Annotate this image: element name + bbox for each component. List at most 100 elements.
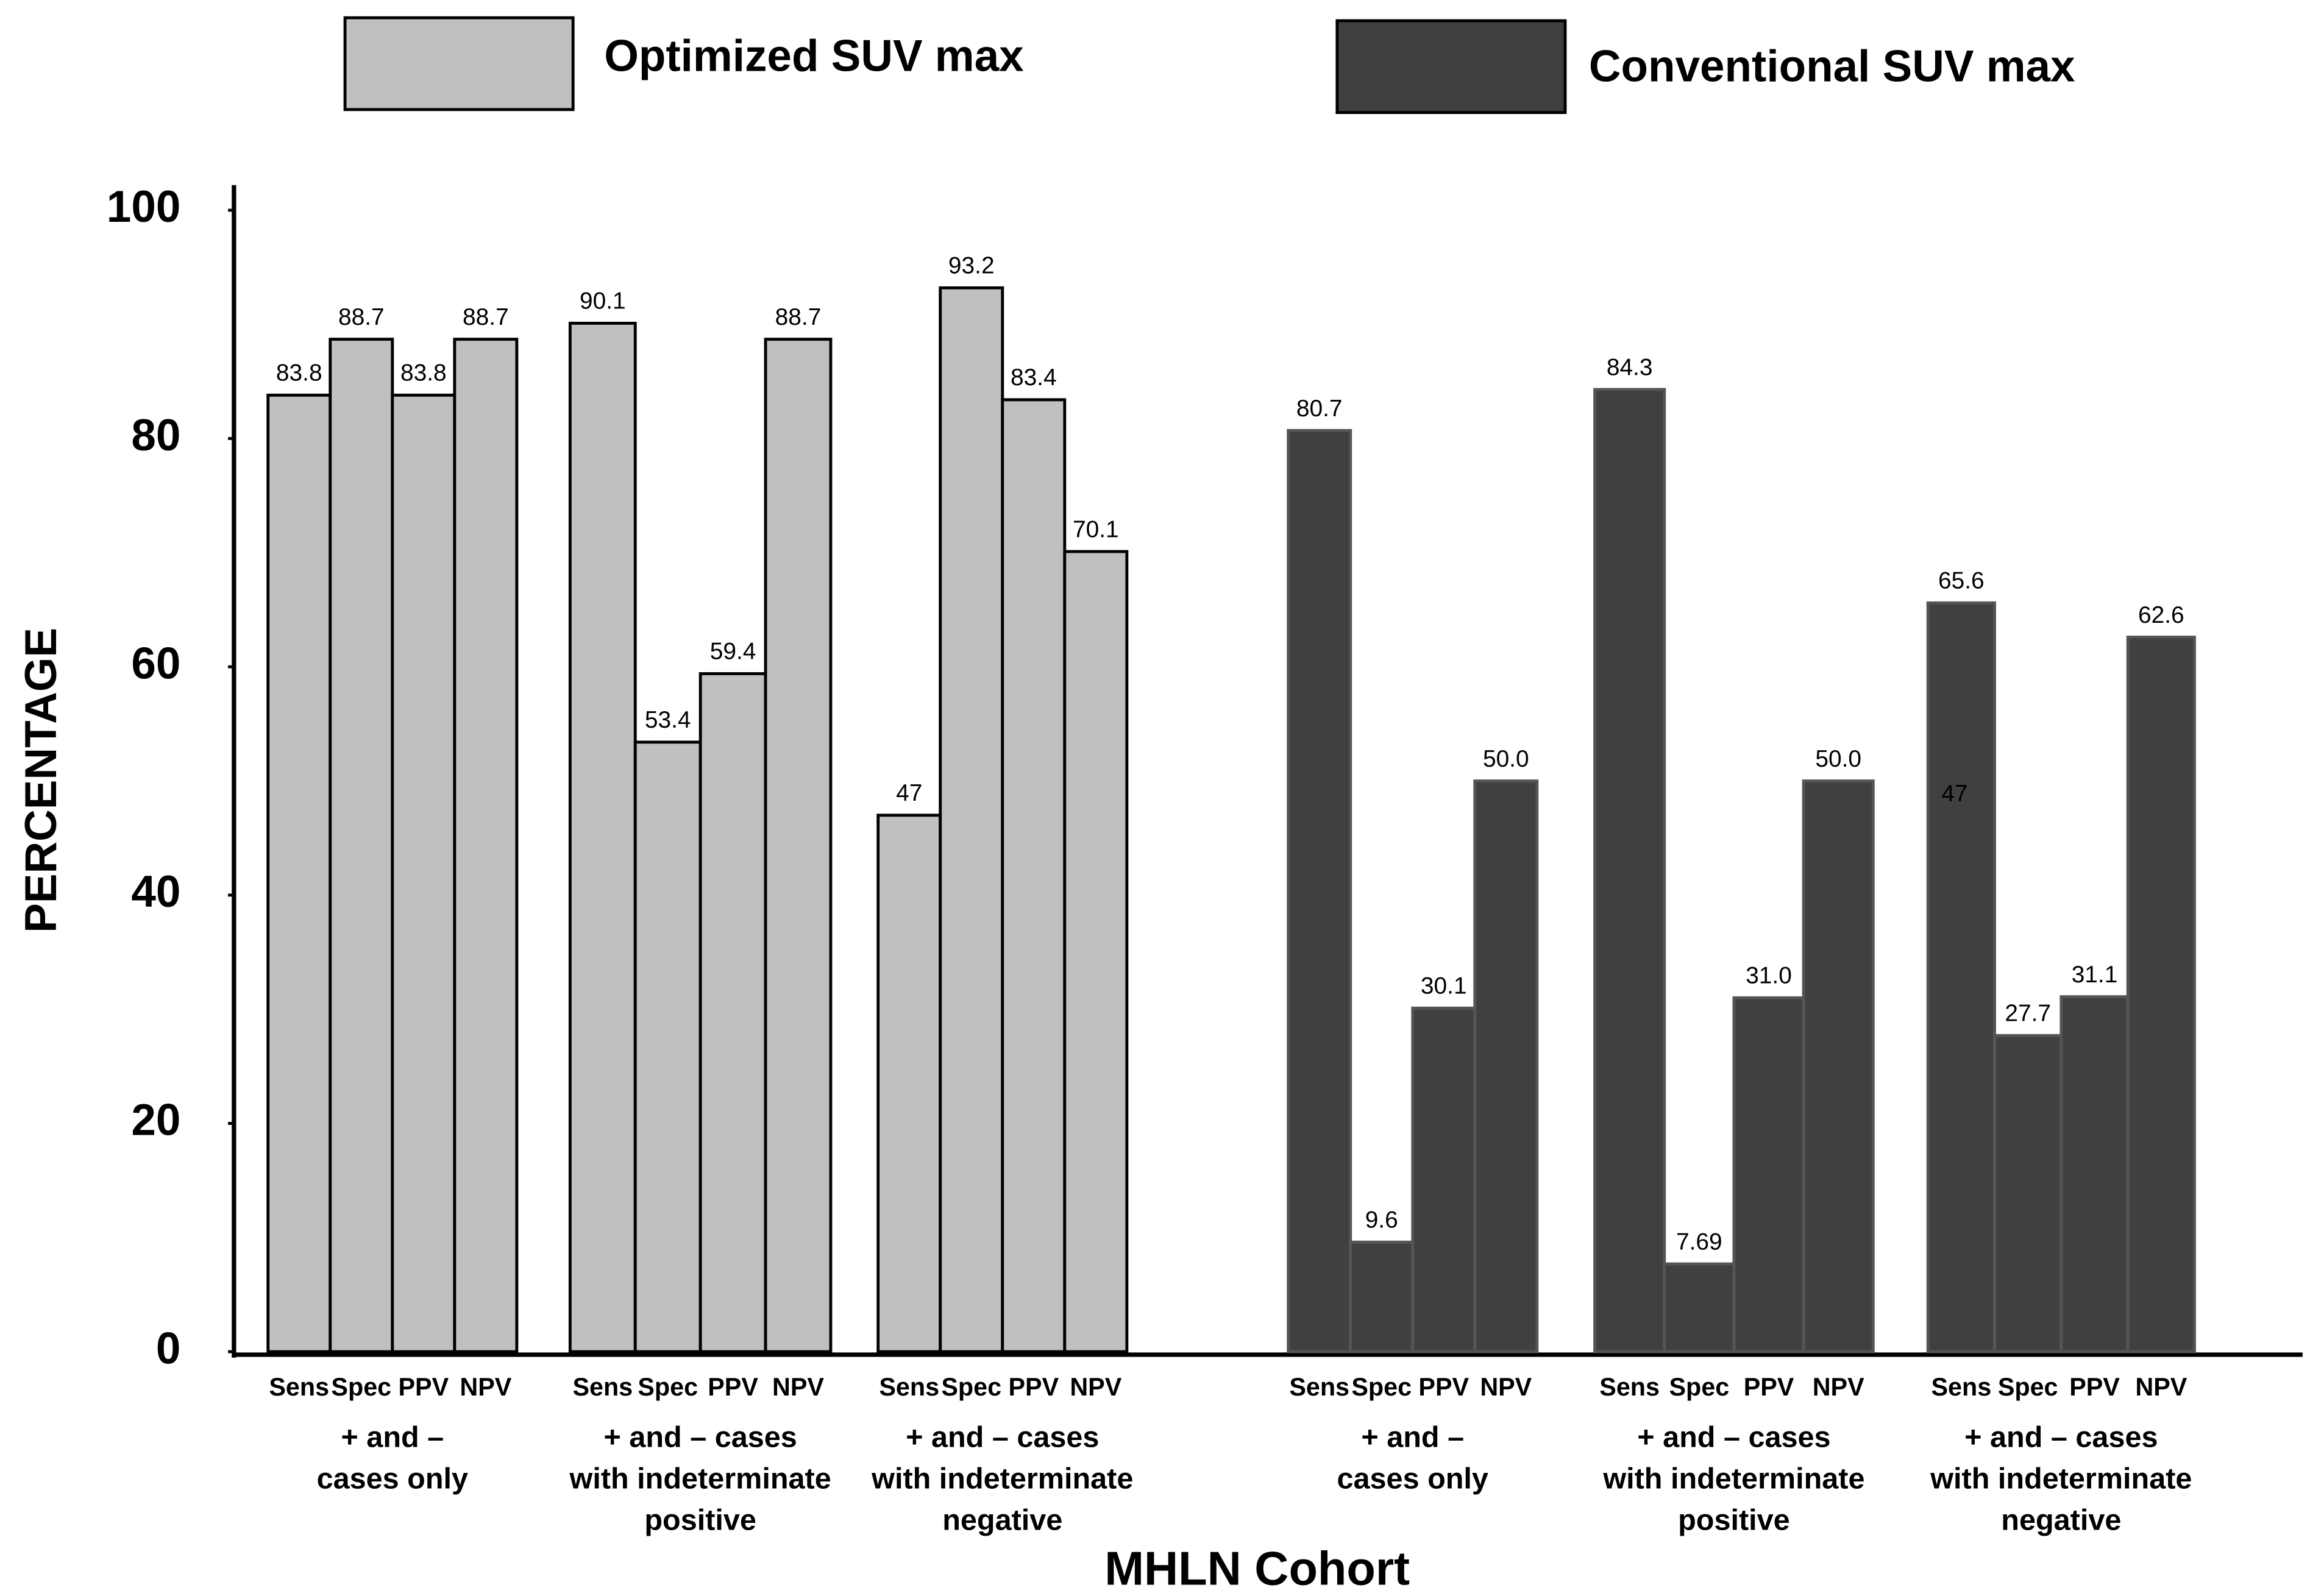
bar	[1993, 1034, 2063, 1353]
x-tick-label: Sens	[269, 1373, 329, 1401]
value-label: 50.0	[1483, 746, 1529, 772]
bar	[764, 338, 833, 1353]
legend-swatch	[343, 16, 575, 112]
x-tick-label: Spec	[1998, 1373, 2058, 1401]
bar	[391, 394, 457, 1353]
y-tick-label: 20	[131, 1096, 180, 1145]
value-label: 83.8	[400, 360, 447, 386]
bar	[876, 814, 942, 1353]
group-label: with indeterminate	[569, 1462, 831, 1495]
bar	[453, 338, 519, 1353]
x-tick-label: PPV	[399, 1373, 449, 1401]
bar	[2126, 636, 2196, 1353]
bar	[266, 394, 332, 1353]
y-tick-label: 80	[131, 411, 180, 460]
value-label: 7.69	[1676, 1229, 1722, 1255]
bar	[568, 322, 637, 1353]
x-tick-label: Sens	[1289, 1373, 1349, 1401]
group-label: positive	[1678, 1503, 1790, 1536]
group-label: negative	[942, 1503, 1062, 1536]
legend-swatch	[1335, 19, 1567, 115]
bar	[698, 672, 767, 1353]
value-label: 50.0	[1815, 746, 1861, 772]
value-label: 30.1	[1421, 973, 1467, 999]
bar	[1732, 996, 1805, 1353]
bar	[1663, 1262, 1736, 1353]
bar	[633, 740, 702, 1353]
x-tick-label: Spec	[941, 1373, 1001, 1401]
value-label: 90.1	[580, 288, 626, 314]
y-axis-label: PERCENTAGE	[16, 628, 66, 933]
y-tick-label: 60	[131, 639, 180, 688]
annotation: 47	[1941, 781, 1967, 807]
x-tick-label: NPV	[1070, 1373, 1121, 1401]
value-label: 83.8	[276, 360, 322, 386]
bar	[1287, 429, 1352, 1353]
bar	[939, 286, 1004, 1353]
value-label: 31.1	[2072, 962, 2118, 988]
x-tick-label: NPV	[1480, 1373, 1532, 1401]
bar	[1473, 779, 1539, 1353]
x-tick-label: Sens	[879, 1373, 939, 1401]
legend-label: Conventional SUV max	[1589, 41, 2075, 91]
value-label: 88.7	[338, 304, 385, 330]
group-label: + and –	[1361, 1420, 1464, 1453]
bar	[1411, 1006, 1477, 1353]
value-label: 59.4	[710, 639, 756, 665]
bar	[1926, 601, 1996, 1353]
value-label: 88.7	[775, 304, 822, 330]
x-tick-label: Spec	[1669, 1373, 1729, 1401]
value-label: 47	[896, 780, 922, 806]
value-label: 83.4	[1011, 364, 1057, 391]
x-tick-label: PPV	[2069, 1373, 2120, 1401]
group-label: + and – cases	[1964, 1420, 2158, 1453]
x-tick-label: PPV	[1744, 1373, 1794, 1401]
group-label: negative	[2001, 1503, 2121, 1536]
value-label: 27.7	[2005, 1001, 2051, 1027]
value-label: 62.6	[2138, 602, 2184, 628]
value-label: 53.4	[645, 707, 691, 733]
bar	[1349, 1240, 1415, 1353]
x-tick-label: Sens	[572, 1373, 633, 1401]
x-axis-label: MHLN Cohort	[1104, 1543, 1410, 1595]
x-tick-label: Sens	[1599, 1373, 1660, 1401]
x-tick-label: PPV	[708, 1373, 758, 1401]
y-tick-label: 40	[131, 867, 180, 917]
group-label: + and –	[341, 1420, 444, 1453]
value-label: 88.7	[463, 304, 509, 330]
x-tick-label: Spec	[1351, 1373, 1412, 1401]
value-label: 65.6	[1938, 568, 1985, 594]
group-label: + and – cases	[1637, 1420, 1830, 1453]
x-tick-label: PPV	[1008, 1373, 1059, 1401]
group-label: + and – cases	[603, 1420, 797, 1453]
value-label: 84.3	[1607, 354, 1653, 380]
group-label: cases only	[1337, 1462, 1488, 1495]
x-tick-label: PPV	[1418, 1373, 1469, 1401]
value-label: 70.1	[1073, 516, 1119, 542]
group-label: with indeterminate	[1930, 1462, 2192, 1495]
bar	[1593, 388, 1666, 1353]
x-tick-label: NPV	[772, 1373, 824, 1401]
y-tick-label: 100	[107, 182, 181, 232]
group-label: cases only	[317, 1462, 468, 1495]
bar	[1063, 550, 1129, 1353]
value-label: 31.0	[1746, 963, 1792, 989]
x-tick-label: Spec	[331, 1373, 391, 1401]
bar	[1001, 398, 1067, 1353]
group-label: with indeterminate	[1602, 1462, 1864, 1495]
x-tick-label: NPV	[1813, 1373, 1864, 1401]
group-label: positive	[644, 1503, 756, 1536]
bar	[1802, 779, 1875, 1353]
x-tick-label: Sens	[1931, 1373, 1991, 1401]
group-label: with indeterminate	[871, 1462, 1133, 1495]
x-tick-label: NPV	[2135, 1373, 2187, 1401]
group-label: + and – cases	[906, 1420, 1099, 1453]
y-tick-label: 0	[156, 1324, 181, 1373]
legend-label: Optimized SUV max	[604, 31, 1023, 80]
value-label: 93.2	[948, 253, 995, 279]
x-tick-label: Spec	[638, 1373, 698, 1401]
value-label: 80.7	[1296, 395, 1343, 422]
value-label: 9.6	[1365, 1207, 1398, 1233]
bar	[329, 338, 394, 1353]
